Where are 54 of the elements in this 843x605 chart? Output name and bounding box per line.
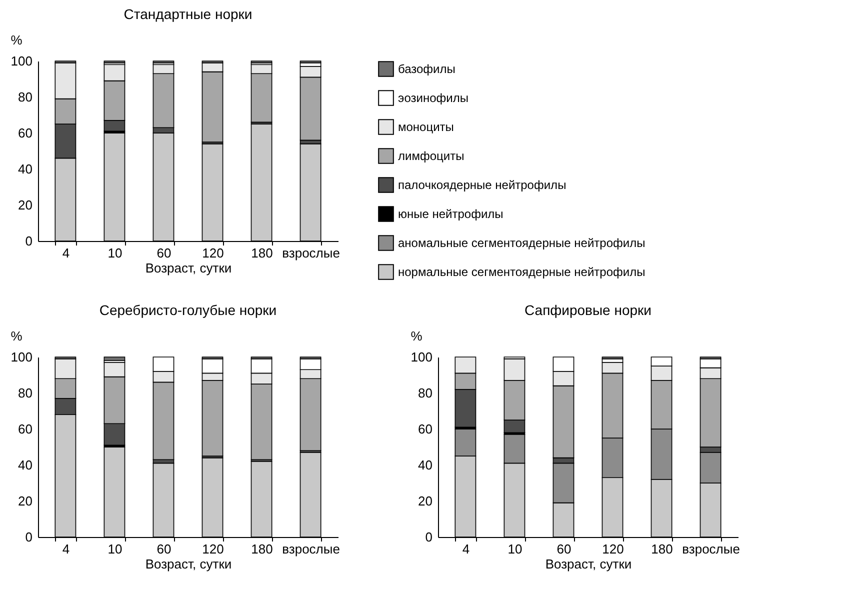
y-tick-label: 0 [25,530,32,544]
x-axis-title: Возраст, сутки [145,556,232,572]
x-axis-title: Возраст, сутки [145,260,232,276]
y-axis-title: % [10,32,23,48]
x-tick-label: 10 [108,246,122,260]
y-tick-label: 20 [418,494,432,508]
y-tick-label: 60 [418,422,432,436]
y-tick-label: 20 [18,494,32,508]
bar [104,356,126,361]
x-tick-label: 60 [156,542,172,556]
legend-label: нормальные сегментоядерные нейтрофилы [398,265,646,279]
x-tick-label: 10 [508,542,522,556]
x-tick-label: 4 [462,542,470,556]
x-tick-label: 60 [156,246,172,260]
x-tick-label: 120 [202,542,224,556]
x-tick-label: 4 [62,246,70,260]
y-tick-label: 40 [18,458,32,472]
y-tick-label: 100 [410,350,432,364]
y-tick-label: 0 [425,530,432,544]
chart-title: Сапфировые норки [524,302,652,318]
chart-title: Стандартные норки [124,6,252,22]
x-tick-label: 180 [251,246,273,260]
y-axis-title: % [10,328,23,344]
chart-title: Серебристо-голубые норки [99,302,277,318]
y-tick-label: 60 [18,422,32,436]
x-tick-label: взрослые [282,542,340,556]
x-tick-label: 120 [202,246,224,260]
y-tick-label: 40 [418,458,432,472]
legend-label: аномальные сегментоядерные нейтрофилы [398,236,646,250]
y-tick-label: 100 [10,54,32,68]
x-tick-label: 4 [62,542,70,556]
y-tick-label: 80 [18,90,32,104]
y-tick-label: 60 [18,126,32,140]
y-tick-label: 20 [18,198,32,212]
legend-label: эозинофилы [398,91,469,105]
y-tick-label: 40 [18,162,32,176]
y-tick-label: 0 [25,234,32,248]
x-tick-label: 180 [651,542,673,556]
legend-label: базофилы [398,62,456,76]
x-tick-label: 60 [556,542,572,556]
legend-label: юные нейтрофилы [398,207,504,221]
legend-label: моноциты [398,120,454,134]
x-tick-label: взрослые [282,246,340,260]
x-axis-title: Возраст, сутки [545,556,632,572]
y-tick-label: 80 [18,386,32,400]
y-tick-label: 80 [418,386,432,400]
x-tick-label: 120 [602,542,624,556]
legend-label: палочкоядерные нейтрофилы [398,178,566,192]
x-tick-label: 10 [108,542,122,556]
legend-label: лимфоциты [398,149,464,163]
x-tick-label: взрослые [682,542,740,556]
x-tick-label: 180 [251,542,273,556]
y-axis-title: % [410,328,423,344]
y-tick-label: 100 [10,350,32,364]
